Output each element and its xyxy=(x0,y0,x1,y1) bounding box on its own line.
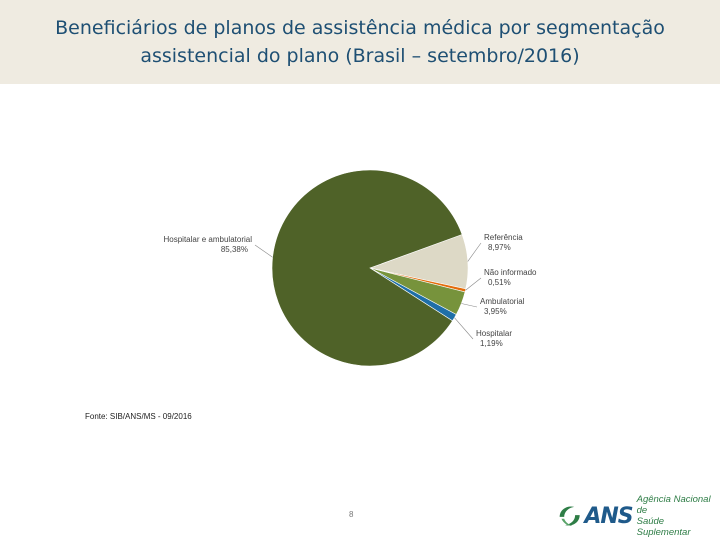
slice-label: Hospitalar e ambulatorial xyxy=(164,235,253,244)
slice-value-label: 1,19% xyxy=(480,339,503,348)
leader-line xyxy=(467,242,482,262)
slice-label: Não informado xyxy=(484,268,537,277)
ans-logo-icon xyxy=(559,506,580,527)
ans-tagline-line-1: Agência Nacional de xyxy=(636,494,711,516)
source-note: Fonte: SIB/ANS/MS - 09/2016 xyxy=(85,412,192,421)
leader-line xyxy=(461,303,478,308)
leader-line xyxy=(454,317,474,340)
slice-value-label: 3,95% xyxy=(484,307,507,316)
ans-tagline: Agência Nacional de Saúde Suplementar xyxy=(637,494,716,538)
title-banner: Beneficiários de planos de assistência m… xyxy=(0,0,720,84)
slice-value-label: 8,97% xyxy=(488,243,511,252)
slice-value-label: 85,38% xyxy=(221,245,248,254)
slice-label: Referência xyxy=(484,233,523,242)
slice-value-label: 0,51% xyxy=(488,278,511,287)
pie-slice-hospitalar-e-ambulatorial xyxy=(271,169,463,367)
page-title-line-1: Beneficiários de planos de assistência m… xyxy=(55,17,665,39)
slice-label: Hospitalar xyxy=(476,329,512,338)
leader-line xyxy=(254,244,273,258)
page-number: 8 xyxy=(349,510,354,519)
ans-wordmark: ANS xyxy=(584,503,633,529)
slice-label: Ambulatorial xyxy=(480,297,525,306)
leader-line xyxy=(465,277,482,291)
ans-tagline-line-2: Saúde Suplementar xyxy=(636,516,691,538)
page-title-line-2: assistencial do plano (Brasil – setembro… xyxy=(140,45,580,67)
ans-logo: ANS Agência Nacional de Saúde Suplementa… xyxy=(556,494,716,538)
